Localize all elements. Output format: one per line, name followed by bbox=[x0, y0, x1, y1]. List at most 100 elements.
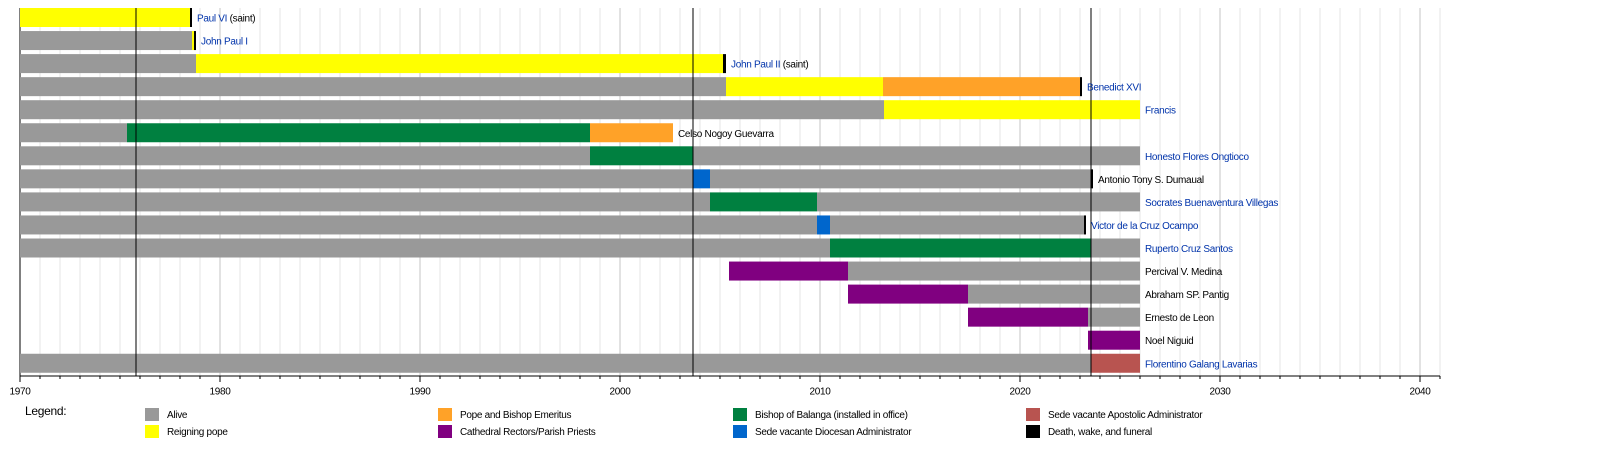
row-label: Benedict XVI bbox=[1087, 82, 1141, 93]
timeline-bar bbox=[590, 146, 693, 166]
row-name: Noel Niguid bbox=[1145, 336, 1193, 347]
row-label: Ernesto de Leon bbox=[1145, 313, 1214, 324]
timeline-bar bbox=[20, 192, 710, 212]
x-tick-label: 2010 bbox=[809, 387, 831, 398]
row-link[interactable]: John Paul I bbox=[201, 36, 248, 47]
timeline-bar bbox=[693, 169, 710, 189]
row-label: Ruperto Cruz Santos bbox=[1145, 244, 1233, 255]
timeline-bar bbox=[710, 169, 1091, 189]
row-label: Celso Nogoy Guevarra bbox=[678, 128, 774, 139]
row-label: Florentino Galang Lavarias bbox=[1145, 359, 1258, 370]
legend-label: Sede vacante Apostolic Administrator bbox=[1048, 410, 1203, 421]
timeline-bar bbox=[1084, 215, 1086, 235]
x-tick-label: 2020 bbox=[1009, 387, 1031, 398]
timeline-bar bbox=[848, 261, 1140, 281]
timeline-bar bbox=[20, 169, 693, 189]
row-label: Abraham SP. Pantig bbox=[1145, 290, 1229, 301]
row-link[interactable]: Socrates Buenaventura Villegas bbox=[1145, 198, 1279, 209]
timeline-bar bbox=[194, 31, 196, 51]
timeline-bar bbox=[20, 238, 830, 258]
x-tick-label: 1980 bbox=[209, 387, 231, 398]
row-label: Honesto Flores Ongtioco bbox=[1145, 151, 1249, 162]
timeline-bar bbox=[20, 215, 817, 235]
timeline-bar bbox=[848, 284, 968, 304]
legend-swatch bbox=[1026, 425, 1040, 438]
legend-label: Sede vacante Diocesan Administrator bbox=[755, 427, 912, 438]
x-tick-label: 1990 bbox=[409, 387, 431, 398]
timeline-bar bbox=[1091, 169, 1093, 189]
timeline-bar bbox=[20, 100, 884, 120]
legend-swatch bbox=[438, 408, 452, 421]
legend-swatch bbox=[733, 408, 747, 421]
timeline-bar bbox=[968, 307, 1088, 327]
timeline-bar bbox=[20, 54, 196, 74]
timeline-bar bbox=[817, 192, 1140, 212]
row-link[interactable]: Benedict XVI bbox=[1087, 82, 1142, 93]
row-label: Francis bbox=[1145, 105, 1176, 116]
row-link[interactable]: Florentino Galang Lavarias bbox=[1145, 359, 1258, 370]
timeline-bar bbox=[1088, 307, 1140, 327]
timeline-bar bbox=[830, 215, 1084, 235]
timeline-bar bbox=[590, 123, 673, 143]
timeline-bar bbox=[190, 8, 192, 27]
legend-label: Bishop of Balanga (installed in office) bbox=[755, 410, 908, 421]
row-link[interactable]: Honesto Flores Ongtioco bbox=[1145, 151, 1250, 162]
row-name: Percival V. Medina bbox=[1145, 267, 1223, 278]
row-label: Victor de la Cruz Ocampo bbox=[1091, 221, 1199, 232]
row-link[interactable]: Francis bbox=[1145, 105, 1176, 116]
timeline-bar bbox=[1091, 353, 1140, 373]
timeline-bar bbox=[726, 77, 883, 97]
legend-label: Death, wake, and funeral bbox=[1048, 427, 1152, 438]
timeline-bar bbox=[1080, 77, 1082, 97]
x-tick-label: 2030 bbox=[1209, 387, 1231, 398]
timeline-bar bbox=[693, 146, 1140, 166]
legend-label: Reigning pope bbox=[167, 427, 228, 438]
legend-swatch bbox=[145, 408, 159, 421]
row-name: Abraham SP. Pantig bbox=[1145, 290, 1229, 301]
row-name: Antonio Tony S. Dumaual bbox=[1098, 174, 1204, 185]
timeline-bar bbox=[968, 284, 1140, 304]
legend-label: Pope and Bishop Emeritus bbox=[460, 410, 572, 421]
legend-swatch bbox=[145, 425, 159, 438]
legend-label: Cathedral Rectors/Parish Priests bbox=[460, 427, 596, 438]
timeline-bar bbox=[192, 31, 194, 51]
timeline-bar bbox=[20, 123, 127, 143]
x-tick-label: 2040 bbox=[1409, 387, 1431, 398]
row-link[interactable]: Ruperto Cruz Santos bbox=[1145, 244, 1233, 255]
row-label: Percival V. Medina bbox=[1145, 267, 1223, 278]
timeline-bar bbox=[1091, 238, 1140, 258]
timeline-bar bbox=[883, 77, 1080, 97]
timeline-bar bbox=[20, 353, 1091, 373]
row-name: Ernesto de Leon bbox=[1145, 313, 1214, 324]
timeline-bar bbox=[20, 31, 192, 51]
timeline-bar bbox=[729, 261, 848, 281]
row-label: Socrates Buenaventura Villegas bbox=[1145, 198, 1278, 209]
timeline-bar bbox=[20, 77, 726, 97]
timeline-bar bbox=[723, 54, 726, 74]
timeline-bar bbox=[884, 100, 1140, 120]
timeline-bar bbox=[830, 238, 1091, 258]
row-link[interactable]: Paul VI bbox=[197, 13, 227, 24]
row-label: Noel Niguid bbox=[1145, 336, 1193, 347]
row-name: Celso Nogoy Guevarra bbox=[678, 128, 774, 139]
legend-label: Alive bbox=[167, 410, 188, 421]
row-label: John Paul I bbox=[201, 36, 248, 47]
legend-swatch bbox=[1026, 408, 1040, 421]
legend-title: Legend: bbox=[25, 404, 66, 418]
timeline-bar bbox=[20, 146, 590, 166]
row-note: (saint) bbox=[783, 59, 809, 70]
timeline-bar bbox=[196, 54, 723, 74]
row-label: Paul VI (saint) bbox=[197, 13, 255, 24]
x-tick-label: 1970 bbox=[9, 387, 31, 398]
row-label: John Paul II (saint) bbox=[731, 59, 808, 70]
row-link[interactable]: John Paul II bbox=[731, 59, 781, 70]
row-link[interactable]: Victor de la Cruz Ocampo bbox=[1091, 221, 1199, 232]
row-label: Antonio Tony S. Dumaual bbox=[1098, 174, 1204, 185]
timeline-bar bbox=[817, 215, 830, 235]
legend-swatch bbox=[438, 425, 452, 438]
legend-swatch bbox=[733, 425, 747, 438]
row-note: (saint) bbox=[230, 13, 256, 24]
x-tick-label: 2000 bbox=[609, 387, 631, 398]
timeline-bar bbox=[1088, 330, 1140, 350]
